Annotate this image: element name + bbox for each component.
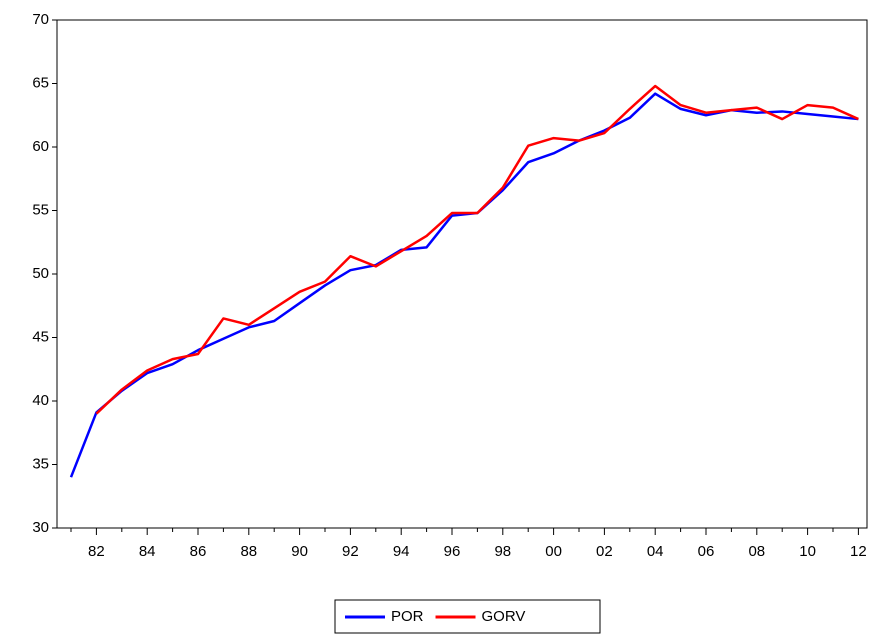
x-tick-label: 10 (799, 543, 816, 560)
series-line (69, 92, 859, 478)
x-tick-label: 86 (190, 543, 207, 560)
legend-label: POR (391, 608, 424, 625)
y-tick-label: 55 (32, 201, 49, 218)
y-tick-label: 65 (32, 74, 49, 91)
y-tick-label: 45 (32, 328, 49, 345)
x-tick-label: 96 (444, 543, 461, 560)
x-tick-label: 00 (545, 543, 562, 560)
x-tick-label: 82 (88, 543, 105, 560)
x-tick-label: 90 (291, 543, 308, 560)
x-tick-label: 94 (393, 543, 410, 560)
x-tick-label: 92 (342, 543, 359, 560)
y-tick-label: 40 (32, 392, 49, 409)
series-line (95, 84, 859, 415)
x-tick-label: 08 (748, 543, 765, 560)
x-tick-label: 88 (240, 543, 257, 560)
x-tick-label: 04 (647, 543, 664, 560)
legend-label: GORV (482, 608, 526, 625)
x-tick-label: 02 (596, 543, 613, 560)
y-tick-label: 35 (32, 455, 49, 472)
x-tick-label: 98 (494, 543, 511, 560)
y-tick-label: 30 (32, 519, 49, 536)
y-tick-label: 60 (32, 138, 49, 155)
y-tick-label: 50 (32, 265, 49, 282)
x-tick-label: 06 (698, 543, 715, 560)
plot-frame (56, 19, 868, 529)
x-tick-label: 84 (139, 543, 156, 560)
x-tick-label: 12 (850, 543, 867, 560)
y-tick-label: 70 (32, 11, 49, 28)
